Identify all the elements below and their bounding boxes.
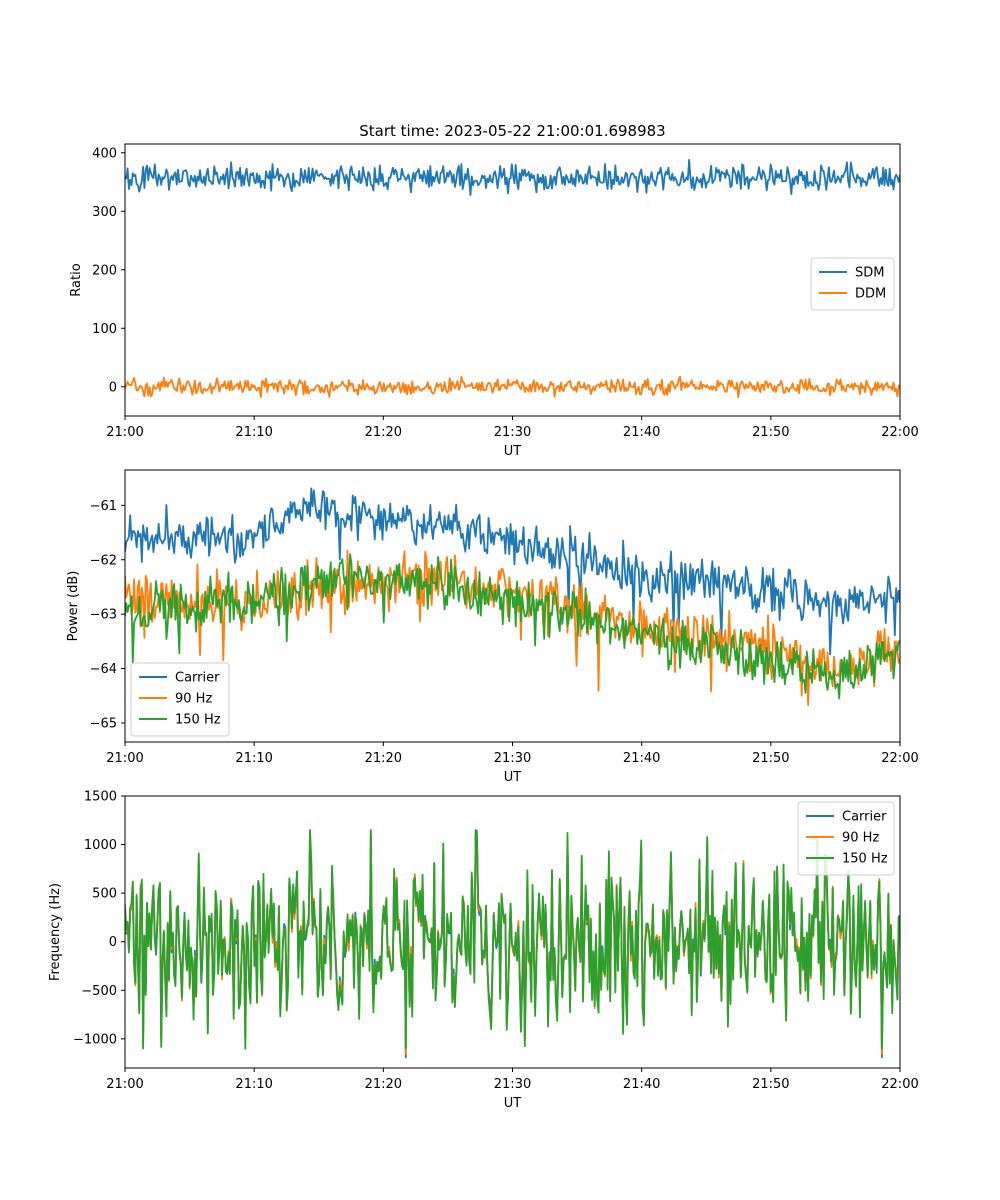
y-tick-label: 1500 <box>84 790 117 805</box>
x-tick-label: 21:30 <box>494 1077 531 1092</box>
panels: 21:00 21:10 21:20 21:30 21:40 21:50 22:00 UT 0 10… <box>48 143 919 1112</box>
x-tick-label: 22:00 <box>881 425 918 440</box>
x-tick-label: 21:10 <box>235 1077 272 1092</box>
legend: Carrier 90 Hz 150 Hz <box>130 662 230 737</box>
y-tick-label: 100 <box>92 322 117 337</box>
series-line-carrier <box>125 487 900 656</box>
legend: SDM DDM <box>810 257 895 311</box>
x-tick-label: 21:20 <box>365 751 402 766</box>
y-tick-label: 0 <box>109 935 117 950</box>
x-tick-label: 21:40 <box>623 425 660 440</box>
x-tick-label: 21:20 <box>365 1077 402 1092</box>
x-axis-label: UT <box>504 444 522 459</box>
x-axis-label: UT <box>504 770 522 785</box>
legend-label: 90 Hz <box>175 692 212 707</box>
x-tick-label: 21:10 <box>235 425 272 440</box>
chart-title: Start time: 2023-05-22 21:00:01.698983 <box>359 122 665 140</box>
series-line-sdm <box>125 159 900 196</box>
series-line-150-hz <box>125 829 900 1050</box>
legend-label: Carrier <box>175 671 220 686</box>
panel-3: 21:00 21:10 21:20 21:30 21:40 21:50 22:00 UT −10… <box>48 790 919 1112</box>
y-tick-label: 300 <box>92 205 117 220</box>
x-tick-label: 21:40 <box>623 751 660 766</box>
x-tick-label: 21:30 <box>494 751 531 766</box>
panel-1: 21:00 21:10 21:20 21:30 21:40 21:50 22:00 UT 0 10… <box>69 143 919 459</box>
y-tick-label: −61 <box>90 499 117 514</box>
x-tick-label: 21:40 <box>623 1077 660 1092</box>
plot-area <box>125 829 900 1059</box>
y-tick-label: 500 <box>92 887 117 902</box>
x-tick-label: 22:00 <box>881 751 918 766</box>
y-tick-label: 1000 <box>84 838 117 853</box>
legend-label: Carrier <box>842 810 887 825</box>
legend-label: 150 Hz <box>842 852 888 867</box>
y-axis-label: Ratio <box>69 263 84 296</box>
y-tick-label: 0 <box>109 380 117 395</box>
x-tick-label: 21:50 <box>752 425 789 440</box>
plot-area <box>125 159 900 399</box>
legend-label: 150 Hz <box>175 713 221 728</box>
series-line-ddm <box>125 375 900 399</box>
legend-label: SDM <box>855 266 884 281</box>
y-tick-label: −64 <box>90 662 117 677</box>
y-tick-label: −1000 <box>73 1032 117 1047</box>
series-line-150-hz <box>125 553 900 700</box>
y-tick-label: 400 <box>92 146 117 161</box>
x-tick-label: 21:00 <box>106 1077 143 1092</box>
x-tick-label: 21:50 <box>752 1077 789 1092</box>
y-axis-label: Power (dB) <box>66 571 81 642</box>
legend-frame <box>797 801 895 876</box>
x-tick-label: 21:00 <box>106 425 143 440</box>
legend-label: DDM <box>855 287 886 302</box>
legend: Carrier 90 Hz 150 Hz <box>797 801 895 876</box>
series-line-90-hz <box>125 549 900 707</box>
y-axis-label: Frequency (Hz) <box>48 883 63 981</box>
y-tick-label: 200 <box>92 263 117 278</box>
x-tick-label: 22:00 <box>881 1077 918 1092</box>
x-tick-label: 21:50 <box>752 751 789 766</box>
y-tick-label: −500 <box>81 984 117 999</box>
plot-area <box>125 487 900 707</box>
legend-frame <box>130 662 230 737</box>
x-tick-label: 21:00 <box>106 751 143 766</box>
panel-2: 21:00 21:10 21:20 21:30 21:40 21:50 22:00 UT −65… <box>66 469 919 785</box>
x-tick-label: 21:30 <box>494 425 531 440</box>
x-tick-label: 21:20 <box>365 425 402 440</box>
y-tick-label: −65 <box>90 716 117 731</box>
legend-label: 90 Hz <box>842 831 879 846</box>
x-axis-label: UT <box>504 1096 522 1111</box>
x-tick-label: 21:10 <box>235 751 272 766</box>
y-tick-label: −63 <box>90 608 117 623</box>
y-tick-label: −62 <box>90 553 117 568</box>
